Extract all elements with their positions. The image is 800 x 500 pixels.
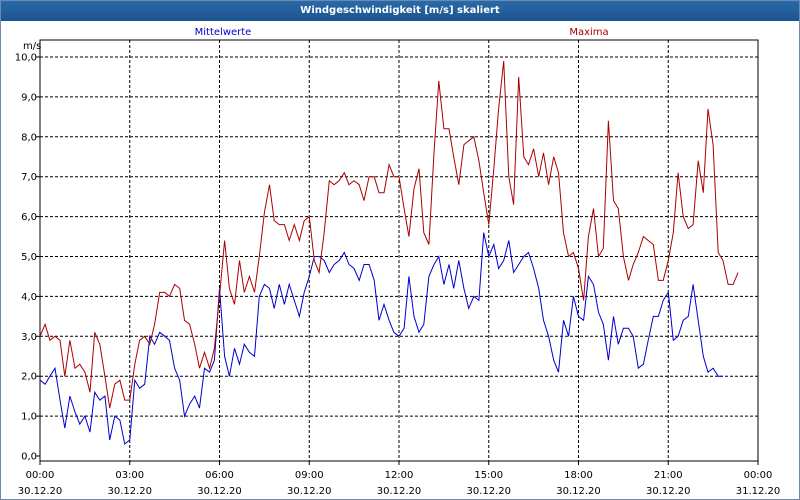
x-tick-date-label: 30.12.20 <box>377 486 422 497</box>
y-tick-label: 7,0 <box>21 172 37 183</box>
y-tick-label: 10,0 <box>15 53 37 64</box>
x-axis-ticks: 00:00 30.12.20 03:00 30.12.20 06:00 30.12.20 0… <box>18 461 781 497</box>
legend-mittelwerte: Mittelwerte <box>195 27 252 38</box>
window-title: Windgeschwindigkeit [m/s] skaliert <box>1 1 799 21</box>
y-tick-label: 3,0 <box>21 332 37 343</box>
x-tick-date-label: 30.12.20 <box>107 486 152 497</box>
y-axis-unit: m/s <box>23 41 41 52</box>
y-axis-ticks: 0,0 1,0 2,0 3,0 4,0 5,0 6,0 7,0 8,0 9,0 10,0 <box>15 53 40 463</box>
x-tick-date-label: 30.12.20 <box>18 486 63 497</box>
x-tick-date-label: 30.12.20 <box>556 486 601 497</box>
x-tick-time-label: 00:00 <box>744 470 773 481</box>
y-tick-label: 8,0 <box>21 132 37 143</box>
x-tick-time-label: 00:00 <box>26 470 55 481</box>
x-tick-date-label: 30.12.20 <box>287 486 332 497</box>
y-tick-label: 5,0 <box>21 252 37 263</box>
series-mittelwerte-line <box>39 232 723 445</box>
x-tick-time-label: 15:00 <box>474 470 503 481</box>
x-tick-date-label: 30.12.20 <box>646 486 691 497</box>
x-tick-time-label: 09:00 <box>295 470 324 481</box>
x-tick-date-label: 30.12.20 <box>466 486 511 497</box>
x-tick-date-label: 30.12.20 <box>197 486 242 497</box>
y-tick-label: 4,0 <box>21 292 37 303</box>
y-tick-label: 1,0 <box>21 412 37 423</box>
x-tick-time-label: 18:00 <box>564 470 593 481</box>
y-tick-label: 9,0 <box>21 92 37 103</box>
grid-lines <box>40 40 758 461</box>
x-tick-time-label: 21:00 <box>654 470 683 481</box>
y-tick-label: 0,0 <box>21 452 37 463</box>
series-lines <box>39 60 739 445</box>
y-tick-label: 6,0 <box>21 212 37 223</box>
x-tick-time-label: 12:00 <box>385 470 414 481</box>
x-tick-date-label: 31.12.20 <box>736 486 781 497</box>
series-maxima-line <box>39 60 739 409</box>
y-tick-label: 2,0 <box>21 372 37 383</box>
x-tick-time-label: 03:00 <box>115 470 144 481</box>
legend-maxima: Maxima <box>569 27 608 38</box>
x-tick-time-label: 06:00 <box>205 470 234 481</box>
